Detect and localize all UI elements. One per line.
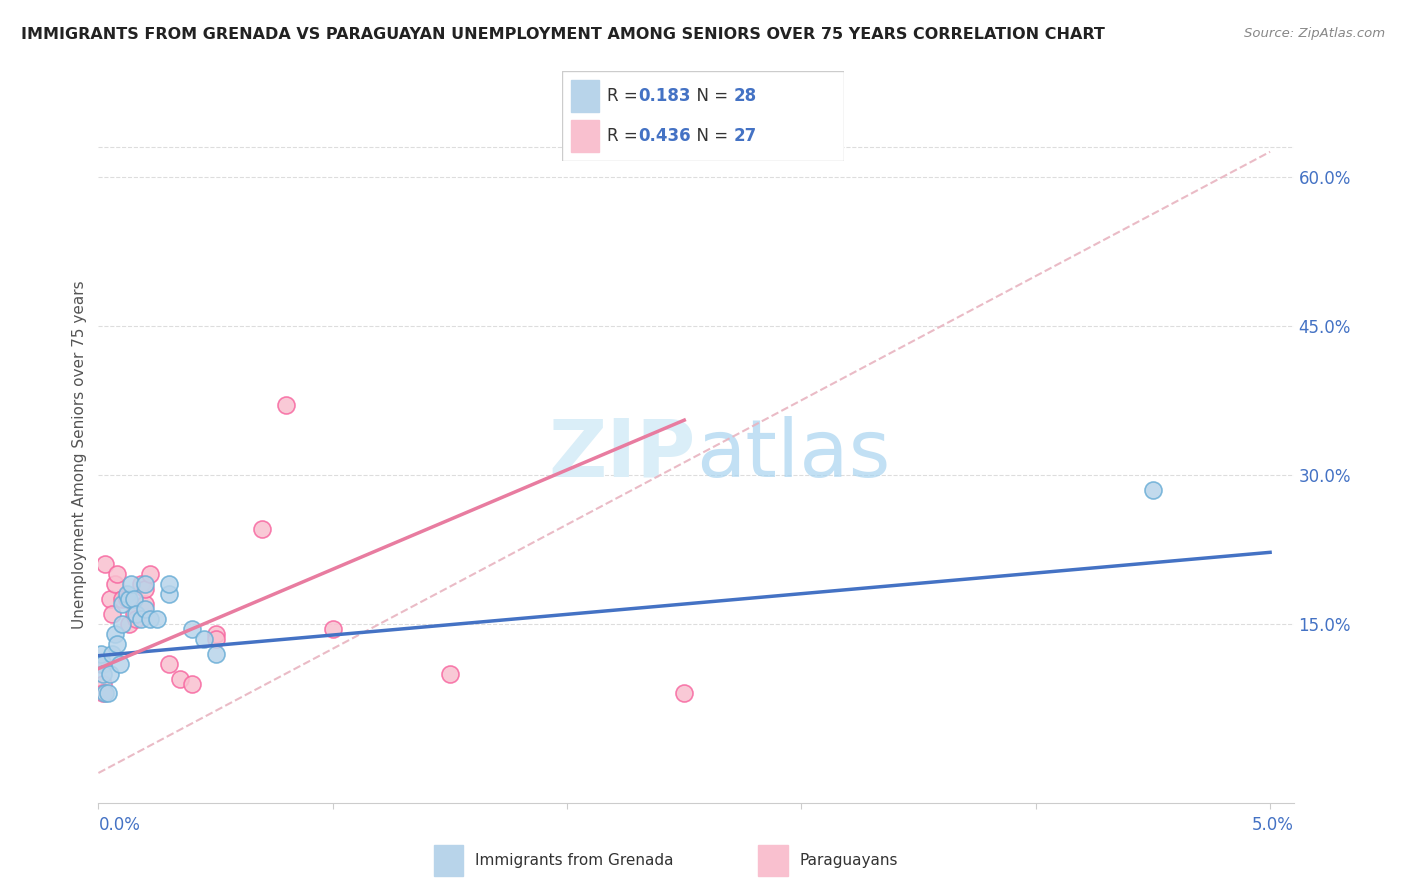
Point <box>322 622 344 636</box>
Point <box>169 672 191 686</box>
Point <box>90 647 112 661</box>
Point <box>115 587 138 601</box>
FancyBboxPatch shape <box>562 71 844 161</box>
Point <box>91 686 114 700</box>
Point <box>181 676 204 690</box>
Text: 28: 28 <box>734 87 756 105</box>
Text: 5.0%: 5.0% <box>1251 816 1294 834</box>
Point <box>105 567 128 582</box>
Point <box>129 612 152 626</box>
Point <box>193 632 215 646</box>
Text: N =: N = <box>686 127 734 145</box>
Text: Paraguayans: Paraguayans <box>800 854 898 868</box>
Bar <box>571 80 599 112</box>
Bar <box>433 846 463 876</box>
Point <box>252 523 274 537</box>
Point <box>122 592 145 607</box>
Point <box>673 686 696 700</box>
Text: IMMIGRANTS FROM GRENADA VS PARAGUAYAN UNEMPLOYMENT AMONG SENIORS OVER 75 YEARS C: IMMIGRANTS FROM GRENADA VS PARAGUAYAN UN… <box>21 27 1105 42</box>
Text: R =: R = <box>607 87 644 105</box>
Point <box>97 686 120 700</box>
Point <box>104 627 127 641</box>
Text: 0.0%: 0.0% <box>98 816 141 834</box>
Point <box>105 637 128 651</box>
Point <box>101 647 124 661</box>
Point <box>118 616 141 631</box>
Point <box>204 632 226 646</box>
Point <box>104 577 127 591</box>
Point <box>274 398 297 412</box>
Point <box>139 567 162 582</box>
Point <box>439 666 461 681</box>
Point <box>91 676 114 690</box>
Point <box>101 607 124 621</box>
Point <box>1142 483 1164 497</box>
Point <box>94 686 117 700</box>
Point <box>125 607 148 621</box>
Point <box>90 657 112 671</box>
Point <box>98 592 121 607</box>
Point <box>157 587 180 601</box>
Point <box>98 666 121 681</box>
Bar <box>758 846 787 876</box>
Text: 0.183: 0.183 <box>638 87 690 105</box>
Point <box>134 597 156 611</box>
Text: atlas: atlas <box>696 416 890 494</box>
Text: ZIP: ZIP <box>548 416 696 494</box>
Point <box>129 577 152 591</box>
Point <box>118 592 141 607</box>
Point <box>94 558 117 572</box>
Point <box>139 612 162 626</box>
Bar <box>571 120 599 152</box>
Point <box>204 627 226 641</box>
Point <box>91 666 114 681</box>
Point <box>91 657 114 671</box>
Point <box>157 577 180 591</box>
Text: N =: N = <box>686 87 734 105</box>
Point <box>181 622 204 636</box>
Text: R =: R = <box>607 127 644 145</box>
Text: 0.436: 0.436 <box>638 127 690 145</box>
Text: Source: ZipAtlas.com: Source: ZipAtlas.com <box>1244 27 1385 40</box>
Point <box>111 616 134 631</box>
Point <box>111 597 134 611</box>
Y-axis label: Unemployment Among Seniors over 75 years: Unemployment Among Seniors over 75 years <box>72 281 87 629</box>
Text: 27: 27 <box>734 127 758 145</box>
Point <box>120 577 142 591</box>
Point <box>111 592 134 607</box>
Point <box>157 657 180 671</box>
Point <box>134 582 156 596</box>
Text: Immigrants from Grenada: Immigrants from Grenada <box>475 854 673 868</box>
Point <box>134 577 156 591</box>
Point <box>125 612 148 626</box>
Point <box>115 592 138 607</box>
Point <box>146 612 169 626</box>
Point <box>108 657 131 671</box>
Point <box>134 602 156 616</box>
Point <box>122 607 145 621</box>
Point <box>204 647 226 661</box>
